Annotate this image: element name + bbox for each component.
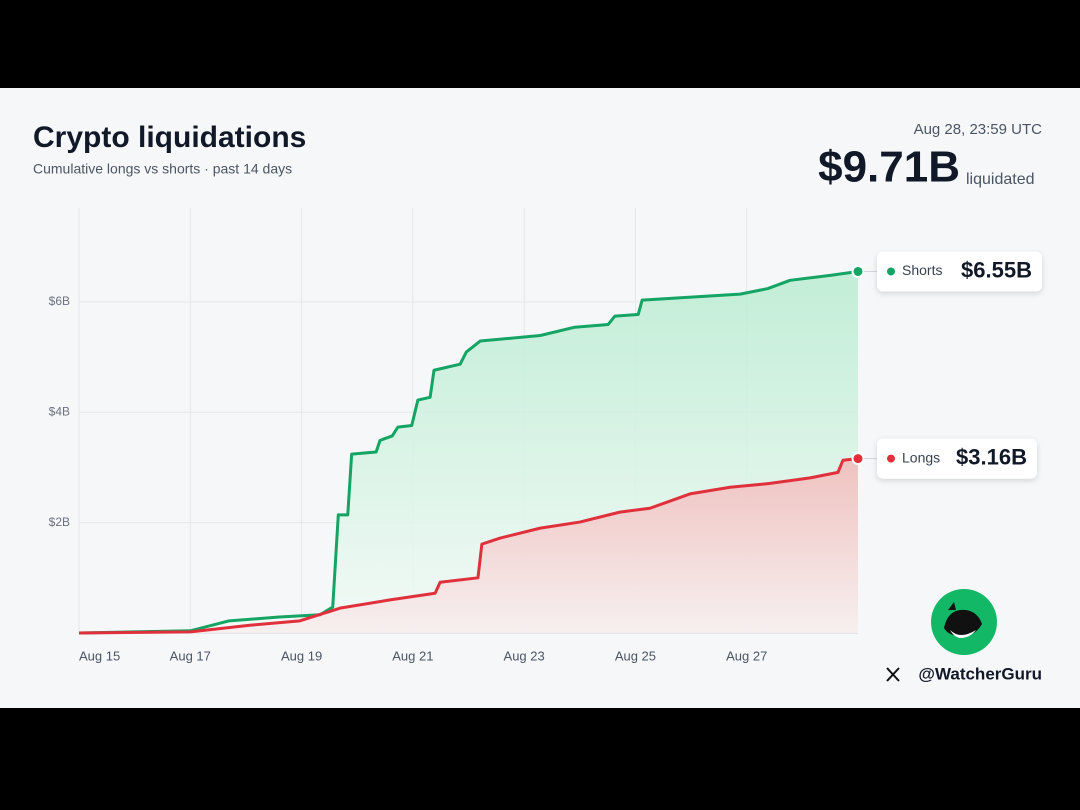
legend-label: Longs	[902, 449, 940, 465]
x-tick-label: Aug 17	[170, 648, 211, 663]
total-caption: liquidated	[966, 171, 1035, 188]
end-label: $6.55B	[961, 257, 1032, 282]
x-tick-label: Aug 15	[79, 648, 120, 663]
callout-box	[877, 251, 1042, 292]
end-dot	[851, 452, 865, 466]
x-tick-label: Aug 25	[615, 648, 656, 663]
chart-subtitle: Cumulative longs vs shorts · past 14 day…	[33, 161, 292, 177]
x-tick-label: Aug 21	[392, 648, 433, 663]
x-logo	[886, 667, 900, 682]
callout: Longs $3.16B	[864, 438, 1037, 479]
x-tick-label: Aug 23	[504, 648, 545, 663]
y-tick-label: $2B	[49, 515, 70, 529]
timestamp: Aug 28, 23:59 UTC	[914, 121, 1043, 138]
legend-dot	[887, 267, 895, 276]
y-tick-label: $6B	[49, 294, 70, 308]
series-line	[78, 457, 859, 635]
legend-label: Shorts	[902, 262, 942, 278]
area	[79, 458, 858, 633]
callout: Shorts $6.55B	[864, 251, 1042, 292]
x-tick-label: Aug 27	[726, 648, 767, 663]
x-tick-label: Aug 19	[281, 648, 322, 663]
logo	[931, 589, 997, 655]
callout-box	[877, 438, 1037, 479]
chart-title: Crypto liquidations	[33, 121, 306, 154]
end-label: $3.16B	[956, 444, 1027, 469]
legend-dot	[887, 454, 895, 463]
series-line	[78, 269, 859, 635]
total: $9.71B	[818, 143, 960, 192]
handle: @WatcherGuru	[918, 664, 1042, 683]
end-dot	[851, 264, 865, 278]
y-tick-label: $4B	[49, 404, 70, 418]
